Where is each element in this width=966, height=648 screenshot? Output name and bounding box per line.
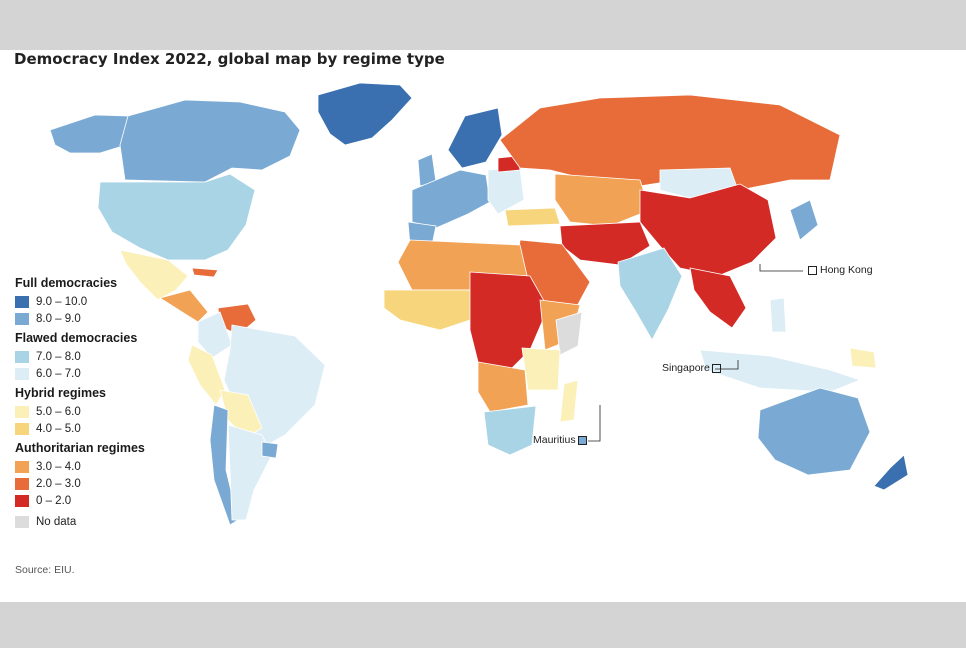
- legend-group-heading: Full democracies: [15, 276, 118, 290]
- legend-swatch: [15, 367, 29, 380]
- region-central-africa: [469, 271, 549, 371]
- legend-row-no-data: No data: [15, 513, 185, 530]
- legend-swatch: [15, 477, 29, 490]
- region-argentina: [227, 424, 273, 521]
- region-new-zealand: [873, 454, 909, 491]
- legend-swatch: [15, 460, 29, 473]
- legend-label: 8.0 – 9.0: [36, 312, 81, 325]
- region-canada: [119, 99, 301, 183]
- region-south-africa: [483, 405, 537, 456]
- legend-swatch: [15, 405, 29, 418]
- region-uruguay: [261, 441, 279, 459]
- legend-row: 5.0 – 6.0: [15, 403, 185, 420]
- region-scandinavia: [447, 107, 503, 169]
- legend-label: 6.0 – 7.0: [36, 367, 81, 380]
- singapore-label: Singapore: [662, 362, 710, 374]
- legend-group-heading: Authoritarian regimes: [15, 441, 145, 455]
- legend-label: 2.0 – 3.0: [36, 477, 81, 490]
- hong-kong-marker: [808, 265, 817, 275]
- hong-kong-label: Hong Kong: [820, 264, 873, 276]
- mauritius-marker: [577, 435, 587, 445]
- legend-swatch: [15, 295, 29, 308]
- region-cuba: [191, 267, 219, 278]
- legend-swatch: [15, 312, 29, 325]
- region-china: [639, 183, 777, 277]
- legend-group-heading: Hybrid regimes: [15, 386, 107, 400]
- legend-row: 9.0 – 10.0: [15, 293, 185, 310]
- map-title: Democracy Index 2022, global map by regi…: [14, 50, 445, 68]
- region-indonesia: [699, 349, 862, 393]
- region-india: [617, 247, 683, 341]
- legend-swatch: [15, 494, 29, 507]
- source-note: Source: EIU.: [15, 564, 75, 576]
- legend-row: 0 – 2.0: [15, 492, 185, 509]
- legend-label: 9.0 – 10.0: [36, 295, 88, 308]
- region-angola: [477, 361, 529, 413]
- region-central-america: [159, 289, 209, 323]
- region-australia: [757, 387, 871, 476]
- map-legend: Full democracies 9.0 – 10.0 8.0 – 9.0 Flawe…: [15, 272, 185, 530]
- mauritius-label: Mauritius: [533, 434, 576, 446]
- region-greenland: [317, 82, 413, 146]
- region-central-asia: [554, 173, 651, 227]
- legend-row: 2.0 – 3.0: [15, 475, 185, 492]
- legend-group-heading: Flawed democracies: [15, 331, 138, 345]
- legend-label: 7.0 – 8.0: [36, 350, 81, 363]
- legend-row: 7.0 – 8.0: [15, 348, 185, 365]
- region-png: [849, 347, 877, 369]
- region-alaska: [49, 114, 131, 154]
- legend-swatch: [15, 422, 29, 435]
- callout-singapore: Singapore: [662, 362, 721, 374]
- legend-label: 0 – 2.0: [36, 494, 72, 507]
- region-colombia: [197, 311, 233, 359]
- callout-hong-kong: Hong Kong: [808, 264, 873, 276]
- legend-row: 4.0 – 5.0: [15, 420, 185, 437]
- legend-label: 3.0 – 4.0: [36, 460, 81, 473]
- region-turkey: [504, 207, 561, 227]
- region-japan: [789, 199, 819, 241]
- region-somalia: [555, 311, 583, 356]
- region-peru: [187, 344, 226, 406]
- region-eastern-europe: [487, 167, 525, 215]
- legend-row: 8.0 – 9.0: [15, 310, 185, 327]
- legend-swatch-no-data: [15, 515, 29, 528]
- legend-label: 4.0 – 5.0: [36, 422, 81, 435]
- region-east-africa: [521, 347, 561, 391]
- region-se-asia: [689, 267, 747, 329]
- callout-mauritius: Mauritius: [533, 434, 587, 446]
- singapore-marker: [711, 363, 721, 373]
- region-russia: [499, 94, 841, 191]
- region-mexico: [119, 249, 189, 301]
- region-usa: [97, 173, 256, 261]
- world-map: [49, 82, 909, 526]
- legend-label: 5.0 – 6.0: [36, 405, 81, 418]
- legend-row: 3.0 – 4.0: [15, 458, 185, 475]
- region-madagascar: [559, 379, 579, 423]
- legend-swatch: [15, 350, 29, 363]
- map-canvas: Democracy Index 2022, global map by regi…: [0, 50, 966, 602]
- legend-row: 6.0 – 7.0: [15, 365, 185, 382]
- legend-label-no-data: No data: [36, 515, 77, 528]
- region-west-africa: [383, 289, 477, 331]
- region-philippines: [769, 297, 787, 333]
